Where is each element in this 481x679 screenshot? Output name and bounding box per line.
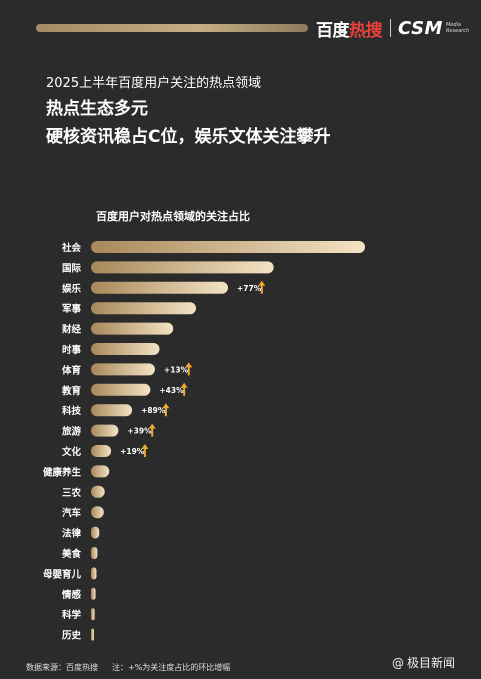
category-label: 文化: [61, 446, 82, 458]
bar-row-7: [91, 383, 151, 396]
bar-row-9: [91, 424, 119, 437]
category-label: 教育: [61, 385, 82, 397]
category-label: 母婴育儿: [43, 568, 82, 580]
bar-row-4: [91, 322, 174, 335]
bar-row-16: [91, 567, 97, 580]
bar-row-5: [91, 343, 160, 355]
data-source-note: 数据来源：百度热搜: [26, 663, 98, 672]
growth-label: +89%: [141, 406, 166, 415]
category-label: 科技: [62, 405, 82, 417]
category-label: 旅游: [62, 426, 82, 438]
baidu-hot-search-logo: 百度热搜: [316, 20, 383, 41]
category-label: 三农: [62, 487, 82, 499]
up-arrow-icon: [148, 423, 156, 437]
bar-row-14: [91, 526, 100, 539]
category-label: 科学: [62, 609, 82, 621]
bar-row-6: [91, 363, 155, 376]
growth-label: +39%: [127, 427, 152, 436]
category-label: 汽车: [62, 507, 82, 519]
bar-row-3: [91, 302, 197, 315]
growth-label: +13%: [164, 365, 189, 374]
bar-row-8: [91, 404, 133, 417]
up-arrow-icon: [141, 444, 149, 457]
category-label: 财经: [61, 324, 82, 336]
category-label: 时事: [62, 344, 82, 356]
csm-logo-subtext: Media Research: [445, 22, 470, 34]
category-label: 社会: [61, 242, 82, 254]
category-label: 娱乐: [62, 283, 82, 295]
bar-row-18: [91, 608, 95, 621]
bar-row-19: [91, 628, 94, 641]
up-arrow-icon: [180, 382, 188, 396]
category-label: 军事: [62, 303, 82, 315]
logo-divider: [390, 19, 391, 37]
bar-row-11: [91, 465, 110, 478]
bar-row-15: [91, 547, 98, 559]
headline-primary: 热点生态多元: [46, 99, 148, 119]
at-icon: @: [392, 655, 404, 670]
bar-row-0: [91, 241, 365, 253]
category-label: 历史: [62, 630, 82, 642]
bar-row-2: [91, 281, 228, 294]
bar-row-1: [91, 261, 274, 274]
category-label: 情感: [61, 589, 82, 601]
subtitle: 2025上半年百度用户关注的热点领域: [46, 76, 262, 91]
chart-title: 百度用户对热点领域的关注占比: [96, 210, 250, 223]
category-label: 美食: [61, 548, 82, 560]
category-label: 法律: [62, 528, 82, 540]
bar-row-13: [91, 506, 104, 519]
category-label: 体育: [62, 364, 82, 376]
bar-row-17: [91, 587, 96, 600]
top-accent-bar: [36, 24, 308, 32]
watermark: @ 极目新闻: [392, 655, 456, 671]
up-arrow-icon: [258, 280, 266, 294]
up-arrow-icon: [185, 362, 193, 376]
growth-label: +19%: [120, 447, 145, 456]
headline-secondary: 硬核资讯稳占C位，娱乐文体关注攀升: [46, 127, 331, 147]
up-arrow-icon: [162, 403, 170, 417]
footnote: 注：+%为关注度占比的环比增幅: [112, 663, 231, 672]
brand-logos: 百度热搜 CSM Media Research: [316, 16, 470, 41]
bar-row-12: [91, 485, 105, 498]
growth-label: +43%: [159, 386, 184, 395]
category-label: 健康养生: [43, 466, 82, 478]
category-label: 国际: [62, 263, 82, 274]
csm-logo: CSM: [398, 17, 443, 39]
growth-label: +77%: [237, 284, 262, 293]
bar-row-10: [91, 445, 112, 457]
